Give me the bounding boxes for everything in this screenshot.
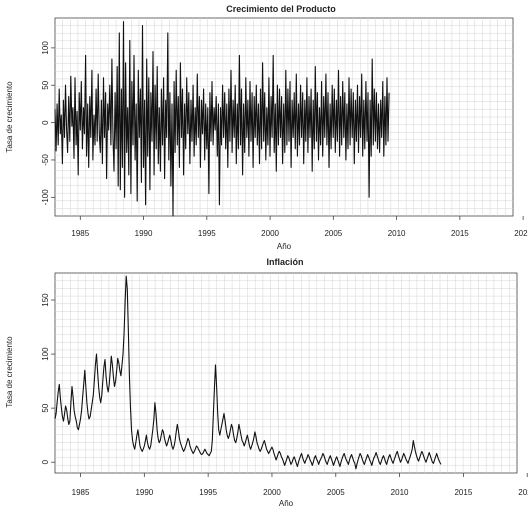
x-tick-label: 1995	[199, 488, 217, 497]
x-axis-label: Año	[277, 242, 292, 251]
x-tick-label: 2010	[391, 488, 409, 497]
x-tick-label: 1990	[135, 229, 153, 238]
x-tick-label: 1990	[135, 488, 153, 497]
chart-crecimiento: Crecimiento del Producto -100 -50 0 50 100 1…	[5, 4, 528, 251]
x-tick-label: 1985	[72, 488, 90, 497]
x-tick-label: 2005	[327, 488, 345, 497]
y-tick-label: -50	[41, 154, 50, 166]
x-tick-label: 2015	[451, 229, 469, 238]
x-tick-label: 2015	[454, 488, 472, 497]
series-layer	[54, 275, 442, 470]
chart-title: Crecimiento del Producto	[226, 4, 336, 14]
x-tick-label: 2000	[263, 488, 281, 497]
x-axis: 1985 1990 1995 2000 2005 2010 2015 2020	[72, 473, 528, 497]
chart-title: Inflación	[266, 257, 303, 267]
grid	[55, 273, 517, 473]
y-tick-label: 0	[41, 120, 50, 125]
x-axis: 1985 1990 1995 2000 2005 2010 2015 2020	[71, 216, 528, 238]
y-tick-label: -100	[41, 189, 50, 206]
y-axis-label: Tasa de crecimiento	[5, 336, 14, 408]
x-tick-label: 2000	[261, 229, 279, 238]
series-line	[54, 275, 442, 470]
series-line	[54, 21, 390, 217]
y-axis: 0 50 100 150	[41, 293, 55, 464]
x-tick-label: 2005	[324, 229, 342, 238]
y-tick-label: 50	[41, 403, 50, 412]
x-tick-label: 1985	[71, 229, 89, 238]
x-tick-label: 2020	[514, 229, 528, 238]
chart-inflacion: Inflación 0 50 100 150 1985 1990 1995 2000 2005…	[5, 257, 528, 508]
series-layer	[54, 21, 390, 217]
y-axis-label: Tasa de crecimiento	[5, 81, 14, 153]
y-tick-label: 100	[41, 347, 50, 361]
y-tick-label: 150	[41, 293, 50, 307]
y-tick-label: 0	[41, 459, 50, 464]
y-tick-label: 100	[41, 41, 50, 55]
x-tick-label: 2010	[388, 229, 406, 238]
x-axis-label: Año	[279, 499, 294, 508]
x-tick-label: 2020	[518, 488, 528, 497]
x-tick-label: 1995	[198, 229, 216, 238]
y-tick-label: 50	[41, 80, 50, 89]
y-axis: -100 -50 0 50 100	[41, 41, 55, 206]
